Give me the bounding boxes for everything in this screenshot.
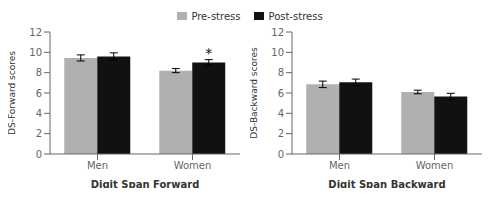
svg-text:*: *	[205, 45, 212, 61]
svg-text:0: 0	[36, 149, 42, 160]
svg-text:Women: Women	[416, 160, 454, 171]
svg-text:0: 0	[278, 149, 284, 160]
svg-text:Men: Men	[329, 160, 350, 171]
svg-text:Women: Women	[174, 160, 212, 171]
svg-text:12: 12	[29, 27, 42, 38]
svg-text:10: 10	[29, 47, 42, 58]
svg-text:4: 4	[278, 108, 284, 119]
svg-text:4: 4	[36, 108, 42, 119]
html-text:Post-stress: Post-stress	[268, 10, 323, 22]
svg-text:10: 10	[271, 47, 284, 58]
html-text:Pre-stress: Pre-stress	[191, 10, 241, 22]
svg-text:12: 12	[271, 27, 284, 38]
svg-text:Digit Span Forward: Digit Span Forward	[91, 179, 200, 188]
svg-text:8: 8	[36, 67, 42, 78]
svg-text:2: 2	[36, 128, 42, 139]
svg-text:DS-Backward scores: DS-Backward scores	[250, 47, 259, 139]
svg-text:Men: Men	[87, 160, 108, 171]
svg-text:6: 6	[36, 88, 42, 99]
svg-text:6: 6	[278, 88, 284, 99]
svg-text:2: 2	[278, 128, 284, 139]
svg-text:8: 8	[278, 67, 284, 78]
svg-text:DS-Forward scores: DS-Forward scores	[8, 51, 17, 135]
svg-text:Digit Span Backward: Digit Span Backward	[328, 179, 445, 188]
